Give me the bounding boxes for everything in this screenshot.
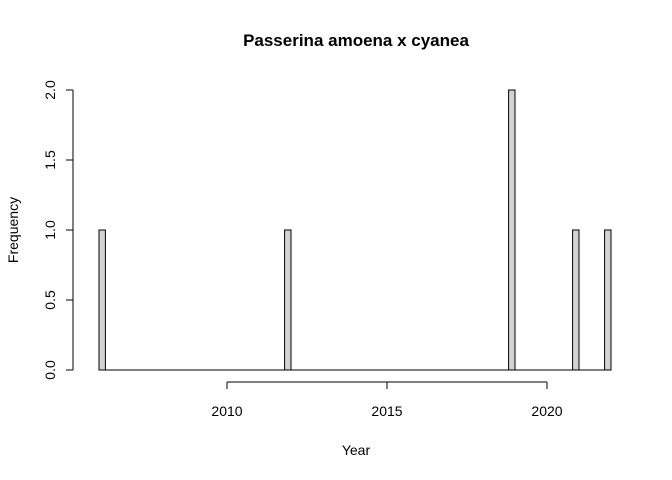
- y-axis: 0.0 0.5 1.0 1.5 2.0: [42, 80, 74, 380]
- y-tick-label-0: 0.0: [42, 360, 58, 380]
- bar-4: [604, 229, 612, 371]
- x-tick-label-0: 2010: [211, 403, 242, 419]
- y-tick-label-3: 1.5: [42, 150, 58, 170]
- y-tick-label-1: 0.5: [42, 290, 58, 310]
- bar-3: [572, 229, 580, 371]
- y-tick-label-2: 1.0: [42, 220, 58, 240]
- y-axis-label: Frequency: [5, 197, 21, 263]
- x-axis: 2010 2015 2020: [211, 381, 563, 419]
- x-tick-label-2: 2020: [531, 403, 562, 419]
- x-axis-label: Year: [342, 442, 371, 458]
- bar-0: [98, 229, 106, 371]
- bar-2: [508, 89, 516, 371]
- bars-group: [98, 89, 612, 371]
- y-tick-label-4: 2.0: [42, 80, 58, 100]
- x-tick-label-1: 2015: [371, 403, 402, 419]
- chart-title: Passerina amoena x cyanea: [243, 31, 469, 50]
- bar-1: [284, 229, 292, 371]
